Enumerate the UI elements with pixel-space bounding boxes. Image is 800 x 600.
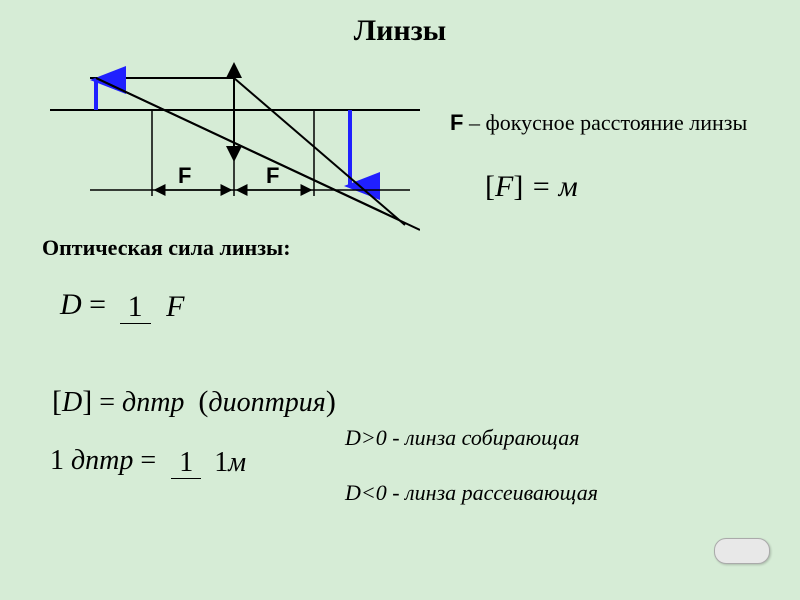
f-desc-text: – фокусное расстояние линзы [463,110,747,135]
d-lhs: D [60,288,82,321]
optical-power-label: Оптическая сила линзы: [42,235,291,261]
page-title: Линзы [0,0,800,48]
d-unit-line: [D] = дптр (диоптрия) [52,385,336,419]
f-unit-formula: [F] = м [485,170,578,204]
d-numerator: 1 [120,290,151,324]
d-negative-note: D<0 - линза рассеивающая [345,480,598,506]
svg-text:F: F [266,163,279,188]
f-symbol: F [450,110,463,135]
d-formula: D = 1 F [60,288,192,324]
next-button[interactable] [714,538,770,564]
d-denominator: F [158,290,192,323]
d-positive-note: D>0 - линза собирающая [345,425,580,451]
svg-text:F: F [178,163,191,188]
focal-length-description: F – фокусное расстояние линзы [450,110,747,136]
one-diopter-formula: 1 дптр = 1 1м [50,445,252,479]
lens-diagram: F F [50,60,420,235]
